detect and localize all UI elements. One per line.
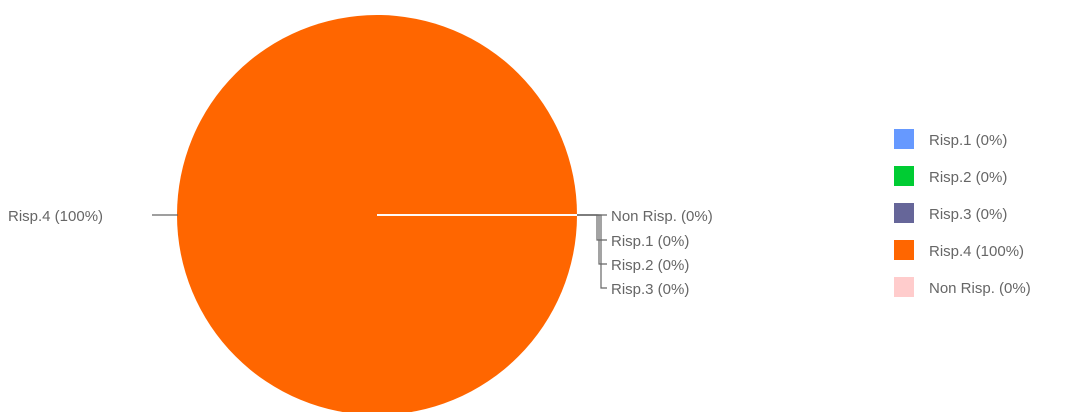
legend-swatch-risp4 bbox=[894, 240, 914, 260]
slice-label-nonrisp: Non Risp. (0%) bbox=[611, 208, 713, 225]
legend-label-risp4: Risp.4 (100%) bbox=[929, 243, 1024, 260]
pie-slice-risp-4 bbox=[177, 15, 577, 412]
slice-label-risp2: Risp.2 (0%) bbox=[611, 257, 689, 274]
pie-slices bbox=[177, 15, 577, 412]
leader-line-risp3 bbox=[577, 214, 607, 289]
slice-labels: Risp.4 (100%) Non Risp. (0%) Risp.1 (0%)… bbox=[8, 208, 713, 298]
legend-swatch-nonrisp bbox=[894, 277, 914, 297]
legend-swatch-risp2 bbox=[894, 166, 914, 186]
slice-label-risp3: Risp.3 (0%) bbox=[611, 281, 689, 298]
legend-swatch-risp3 bbox=[894, 203, 914, 223]
legend-label-nonrisp: Non Risp. (0%) bbox=[929, 280, 1031, 297]
slice-label-risp4: Risp.4 (100%) bbox=[8, 208, 103, 225]
legend-label-risp3: Risp.3 (0%) bbox=[929, 206, 1007, 223]
leader-line-risp1 bbox=[577, 214, 607, 241]
legend-label-risp2: Risp.2 (0%) bbox=[929, 169, 1007, 186]
slice-label-risp1: Risp.1 (0%) bbox=[611, 233, 689, 250]
legend-swatch-risp1 bbox=[894, 129, 914, 149]
legend-label-risp1: Risp.1 (0%) bbox=[929, 132, 1007, 149]
legend: Risp.1 (0%) Risp.2 (0%) Risp.3 (0%) Risp… bbox=[894, 129, 1031, 297]
